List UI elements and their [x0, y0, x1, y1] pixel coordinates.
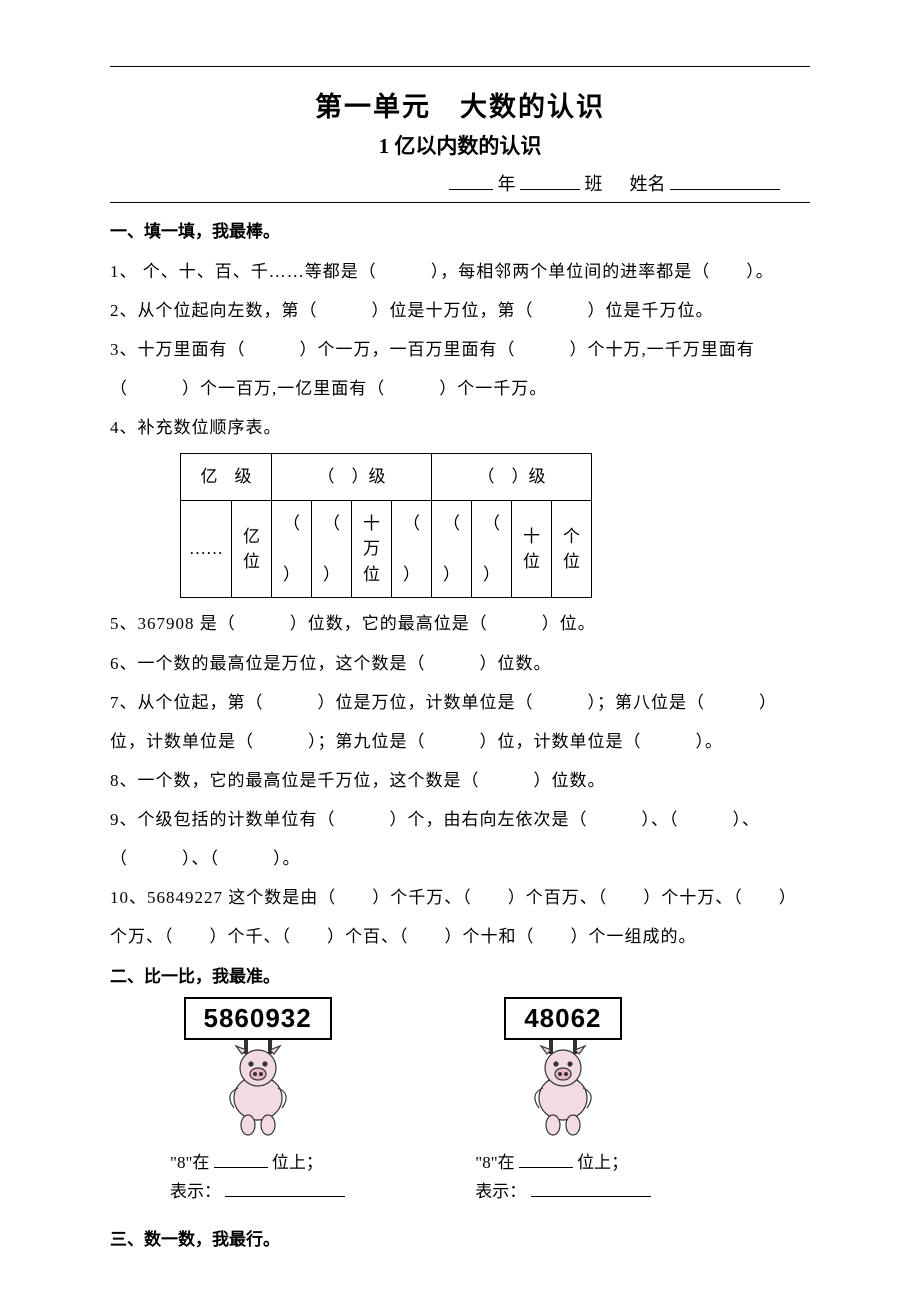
section2-head: 二、比一比，我最准。 [110, 962, 810, 987]
cell-ge-wei: 个位 [552, 500, 592, 598]
cell-paren-3[interactable]: （ ） [392, 500, 432, 598]
cell-paren-5[interactable]: （ ） [472, 500, 512, 598]
pig1-blank-wei[interactable] [214, 1152, 268, 1168]
label-name: 姓名 [630, 174, 666, 194]
pig-icon-1 [208, 1040, 308, 1145]
lesson-subtitle: 1 亿以内数的认识 [110, 130, 810, 160]
cell-blank-level-1: （ ）级 [272, 454, 432, 501]
q8: 8、一个数，它的最高位是千万位，这个数是（ ）位数。 [110, 761, 810, 800]
pig2-sign: 48062 [504, 997, 621, 1040]
pig2-line1a: "8"在 [475, 1153, 519, 1172]
blank-class[interactable] [520, 172, 580, 190]
q7: 7、从个位起，第（ ）位是万位，计数单位是（ ）；第八位是（ ）位，计数单位是（… [110, 683, 810, 761]
pig2-line1b: 位上； [577, 1153, 628, 1172]
q6: 6、一个数的最高位是万位，这个数是（ ）位数。 [110, 644, 810, 683]
pig-block-2: 48062 [475, 997, 650, 1207]
cell-yi-level: 亿 级 [181, 454, 272, 501]
section1-head: 一、填一填，我最棒。 [110, 217, 810, 242]
cell-paren-2[interactable]: （ ） [312, 500, 352, 598]
section3-head: 三、数一数，我最行。 [110, 1225, 810, 1250]
q10: 10、56849227 这个数是由（ ）个千万、（ ）个百万、（ ）个十万、（ … [110, 878, 810, 956]
cell-blank-level-2: （ ）级 [432, 454, 592, 501]
pig1-sign: 5860932 [184, 997, 332, 1040]
q2: 2、从个位起向左数，第（ ）位是十万位，第（ ）位是千万位。 [110, 291, 810, 330]
blank-name[interactable] [670, 172, 780, 190]
q1: 1、 个、十、百、千……等都是（ ），每相邻两个单位间的进率都是（ ）。 [110, 252, 810, 291]
pig1-caption: "8"在 位上； 表示： [170, 1149, 345, 1207]
cell-paren-4[interactable]: （ ） [432, 500, 472, 598]
pig1-line1a: "8"在 [170, 1153, 209, 1172]
label-year: 年 [498, 174, 516, 194]
place-value-table: 亿 级 （ ）级 （ ）级 …… 亿位 （ ） （ ） 十万位 （ ） （ ） … [180, 453, 592, 598]
student-info-line: 年 班 姓名 [110, 170, 810, 196]
pig1-line2: 表示： [170, 1182, 221, 1201]
pig-block-1: 5860932 [170, 997, 345, 1207]
pig1-line1b: 位上； [272, 1153, 323, 1172]
label-class: 班 [585, 174, 603, 194]
pigs-row: 5860932 [170, 997, 810, 1207]
cell-shi-wei: 十位 [512, 500, 552, 598]
table-row-positions: …… 亿位 （ ） （ ） 十万位 （ ） （ ） （ ） 十位 个位 [181, 500, 592, 598]
table-row-header: 亿 级 （ ）级 （ ）级 [181, 454, 592, 501]
header-bottom-rule [110, 202, 810, 203]
cell-shiwan-wei: 十万位 [352, 500, 392, 598]
q4-intro: 4、补充数位顺序表。 [110, 408, 810, 447]
top-rule [110, 66, 810, 67]
q5: 5、367908 是（ ）位数，它的最高位是（ ）位。 [110, 604, 810, 643]
pig2-caption: "8"在 位上； 表示： [475, 1149, 650, 1207]
unit-title: 第一单元 大数的认识 [110, 85, 810, 124]
q3: 3、十万里面有（ ）个一万，一百万里面有（ ）个十万,一千万里面有（ ）个一百万… [110, 330, 810, 408]
pig1-blank-biaoshi[interactable] [225, 1181, 345, 1197]
worksheet-page: 第一单元 大数的认识 1 亿以内数的认识 年 班 姓名 一、填一填，我最棒。 1… [0, 0, 920, 1303]
cell-ellipsis: …… [181, 500, 232, 598]
pig2-line2: 表示： [475, 1182, 526, 1201]
cell-paren-1[interactable]: （ ） [272, 500, 312, 598]
blank-pre-year[interactable] [449, 172, 493, 190]
pig2-blank-biaoshi[interactable] [531, 1181, 651, 1197]
pig2-blank-wei[interactable] [519, 1152, 573, 1168]
pig-icon-2 [513, 1040, 613, 1145]
q9: 9、个级包括的计数单位有（ ）个，由右向左依次是（ ）、（ ）、（ ）、（ ）。 [110, 800, 810, 878]
cell-yi-wei: 亿位 [232, 500, 272, 598]
